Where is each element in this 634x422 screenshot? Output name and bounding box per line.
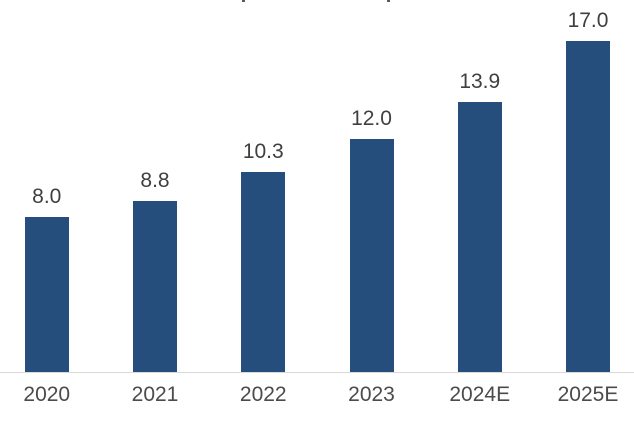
bar: [241, 172, 286, 373]
bar-value-label: 12.0: [351, 107, 392, 130]
x-axis-label: 2025E: [557, 383, 619, 406]
bar: [133, 201, 177, 373]
cropped-title-fragment-right-paren: [387, 0, 390, 2]
bar: [349, 139, 394, 373]
x-axis-line: [0, 372, 634, 373]
x-axis-label: 2022: [239, 383, 287, 406]
x-axis-label: 2021: [131, 383, 179, 406]
bar-value-label: 13.9: [459, 70, 501, 93]
x-axis-label: 2023: [348, 383, 395, 406]
bar-value-label: 8.8: [140, 169, 170, 192]
bar-value-label: 8.0: [32, 185, 62, 208]
bar: [457, 102, 502, 373]
cropped-title-fragment-left-paren: [242, 0, 245, 2]
x-axis-label: 2024E: [449, 383, 511, 406]
bar-value-label: 10.3: [242, 140, 284, 163]
bar: [24, 217, 69, 373]
bar-value-label: 17.0: [567, 9, 609, 32]
x-axis-label: 2020: [23, 383, 71, 406]
bar: [566, 41, 610, 373]
